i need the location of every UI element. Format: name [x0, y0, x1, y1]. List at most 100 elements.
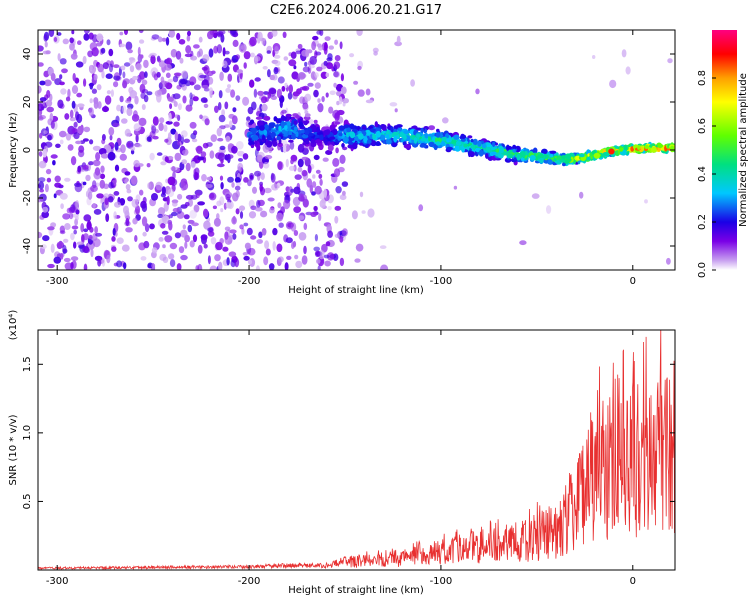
spectrogram-noise-cell [195, 265, 199, 270]
spectrogram-noise-cell [208, 48, 214, 58]
spectrogram-noise-cell [254, 56, 261, 62]
spectrogram-noise-cell [325, 241, 331, 247]
spectrogram-signal-cell [441, 136, 448, 142]
spectrogram-noise-cell [143, 59, 149, 69]
spectrogram-noise-cell [262, 66, 268, 70]
spectrogram-noise-cell [313, 246, 321, 252]
spectrogram-noise-cell [98, 148, 107, 155]
spectrogram-signal-cell [460, 138, 466, 142]
spectrogram-noise-cell [293, 230, 299, 236]
spectrogram-noise-cell [220, 158, 224, 164]
spectrogram-noise-cell [342, 102, 346, 107]
spectrogram-noise-cell [242, 153, 249, 160]
spectrogram-noise-cell [59, 192, 68, 200]
spectrogram-noise-cell [167, 78, 174, 83]
spectrogram-noise-cell [293, 65, 297, 70]
spectrogram-noise-cell [666, 257, 671, 265]
spectrogram-noise-cell [260, 172, 265, 180]
spectrogram-signal-cell [357, 133, 364, 140]
spectrogram-noise-cell [250, 235, 257, 240]
spectrogram-noise-cell [124, 171, 131, 176]
spectrogram-noise-cell [82, 245, 90, 253]
spectrogram-noise-cell [174, 152, 182, 162]
spectrogram-noise-cell [151, 247, 158, 254]
y-tick-label: 20 [22, 96, 33, 109]
spectrogram-noise-cell [78, 145, 85, 153]
spectrogram-signal-cell [304, 129, 310, 136]
spectrogram-signal-cell [586, 156, 591, 161]
colorbar-tick-label: 0.4 [697, 166, 708, 182]
spectrogram-noise-cell [101, 257, 106, 267]
spectrogram-signal-cell [403, 130, 410, 135]
spectrogram-signal-cell [248, 141, 255, 146]
spectrogram-signal-cell [247, 131, 253, 135]
spectrogram-noise-cell [110, 89, 114, 97]
spectrogram-signal-cell [380, 124, 386, 128]
spectrogram-noise-cell [288, 59, 297, 67]
spectrogram-noise-cell [625, 66, 631, 75]
spectrogram-noise-cell [215, 241, 223, 251]
spectrogram-noise-cell [235, 190, 240, 198]
spectrogram-noise-cell [75, 209, 80, 215]
spectrogram-signal-cell [467, 135, 473, 139]
spectrogram-noise-cell [282, 31, 287, 38]
spectrogram-noise-cell [283, 199, 291, 210]
spectrogram-noise-cell [180, 130, 188, 138]
spectrogram-noise-cell [199, 114, 203, 120]
spectrogram-noise-cell [339, 235, 344, 243]
spectrogram-noise-cell [65, 96, 71, 102]
spectrogram-noise-cell [333, 71, 339, 78]
spectrogram-noise-cell [177, 193, 183, 200]
spectrogram-noise-cell [41, 211, 49, 219]
spectrogram-noise-cell [122, 105, 127, 114]
spectrogram-signal-cell [277, 142, 283, 148]
spectrogram-noise-cell [157, 207, 166, 216]
spectrogram-signal-cell [259, 125, 265, 131]
spectrogram-noise-cell [249, 36, 257, 47]
colorbar: 0.0 0.2 0.4 0.6 0.8 Normalized spectral ampl… [697, 30, 749, 278]
spectrogram-noise-cell [185, 194, 194, 200]
spectrogram-noise-cell [47, 226, 55, 231]
spectrogram-noise-cell [365, 99, 374, 104]
spectrogram-noise-cell [170, 48, 178, 58]
spectrogram-noise-cell [284, 82, 288, 89]
spectrogram-noise-cell [185, 104, 193, 112]
spectrogram-noise-cell [389, 102, 398, 107]
spectrogram-noise-cell [94, 226, 98, 234]
spectrogram-noise-cell [162, 244, 166, 249]
spectrogram-noise-cell [276, 243, 283, 253]
spectrogram-noise-cell [206, 142, 213, 147]
spectrogram-noise-cell [214, 105, 219, 114]
spectrogram-noise-cell [59, 58, 67, 65]
spectrogram-noise-cell [77, 125, 84, 135]
spectrogram-noise-cell [293, 186, 301, 195]
spectrogram-noise-cell [112, 227, 116, 236]
spectrogram-noise-cell [101, 134, 106, 141]
spectrogram-noise-cell [253, 88, 258, 98]
spectrogram-noise-cell [667, 58, 673, 64]
spectrogram-noise-cell [167, 219, 173, 225]
spectrogram-noise-cell [124, 128, 131, 137]
spectrogram-noise-cell [257, 154, 263, 163]
spectrogram-noise-cell [158, 237, 164, 242]
spectrogram-noise-cell [319, 30, 324, 36]
spectrogram-noise-cell [305, 49, 310, 58]
spectrogram-noise-cell [82, 55, 87, 65]
spectrogram-noise-cell [312, 35, 319, 41]
spectrogram-noise-cell [367, 208, 375, 218]
spectrogram-signal-cell [363, 136, 368, 144]
spectrogram-noise-cell [73, 229, 77, 235]
spectrogram-noise-cell [218, 90, 223, 99]
spectrogram-noise-cell [270, 173, 276, 183]
spectrogram-noise-cell [121, 244, 130, 252]
spectrogram-noise-cell [71, 100, 76, 109]
spectrogram-noise-cell [165, 57, 173, 66]
spectrogram-signal-cell [280, 122, 285, 129]
spectrogram-noise-cell [146, 91, 153, 96]
spectrogram-noise-cell [125, 217, 130, 227]
spectrogram-noise-cell [231, 182, 235, 188]
spectrogram-signal-cell [263, 129, 268, 136]
spectrogram-noise-cell [265, 248, 271, 256]
spectrogram-noise-cell [320, 71, 328, 80]
spectrogram-noise-cell [220, 182, 224, 190]
